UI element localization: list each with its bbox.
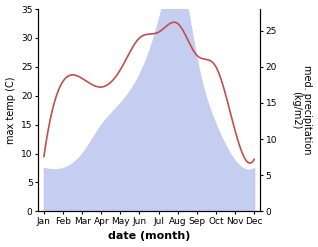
X-axis label: date (month): date (month) bbox=[108, 231, 190, 242]
Y-axis label: max temp (C): max temp (C) bbox=[5, 76, 16, 144]
Y-axis label: med. precipitation
(kg/m2): med. precipitation (kg/m2) bbox=[291, 65, 313, 155]
